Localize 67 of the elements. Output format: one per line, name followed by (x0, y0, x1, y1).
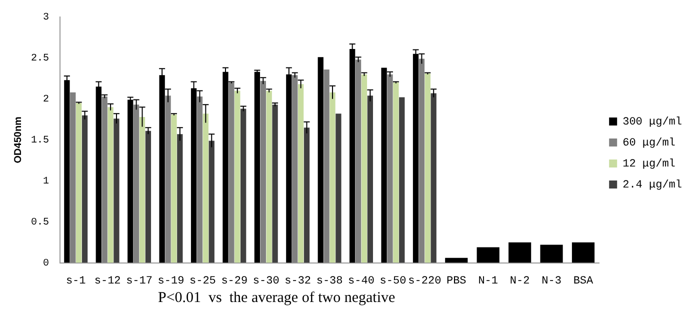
x-tick-label: s-25 (190, 275, 216, 288)
legend-label: 2.4 μg/ml (622, 179, 682, 192)
bar (393, 82, 399, 263)
bar (355, 60, 362, 263)
legend-label: 12 μg/ml (622, 158, 676, 170)
x-tick-label: s-220 (408, 275, 442, 288)
y-tick-label: 0 (42, 258, 50, 270)
bar (430, 93, 436, 263)
x-tick-label: s-50 (380, 275, 406, 288)
y-tick-label: 0.5 (30, 217, 50, 228)
bar (76, 103, 82, 263)
legend-label: 300 μg/ml (622, 116, 682, 128)
bar (102, 96, 108, 263)
x-tick-label: N-1 (478, 275, 498, 288)
x-tick-label: s-29 (221, 275, 248, 288)
bar (208, 140, 214, 263)
x-tick-label: N-3 (542, 275, 562, 288)
y-tick-label: 1 (42, 176, 50, 188)
bar (139, 116, 146, 263)
x-tick-label: PBS (446, 275, 467, 288)
bar (361, 74, 368, 263)
bar (260, 80, 266, 263)
x-tick-label: s-32 (284, 275, 312, 288)
y-tick-label: 2 (42, 94, 50, 106)
bar (108, 107, 114, 263)
x-tick-label: N-2 (510, 275, 530, 288)
bar (304, 128, 310, 263)
bar (418, 58, 425, 263)
text: P<0.01 vs the average of two negative (157, 290, 396, 307)
y-tick-label: 2.5 (30, 54, 50, 65)
bar (272, 104, 278, 263)
bar (399, 97, 405, 263)
x-tick-label: s-38 (316, 275, 343, 288)
x-tick-label: BSA (573, 275, 594, 288)
x-tick-label: s-19 (158, 275, 184, 288)
legend-label: 60 μg/ml (622, 137, 676, 150)
y-tick-label: 1.5 (30, 136, 50, 147)
bar (324, 69, 330, 263)
bar (114, 118, 120, 263)
bar (240, 108, 246, 263)
x-tick-label: s-30 (252, 275, 280, 288)
bar (330, 92, 336, 263)
bar (196, 96, 203, 263)
bar (82, 115, 88, 263)
x-tick-label: s-1 (66, 275, 86, 288)
bar (171, 114, 177, 263)
x-tick-label: s-40 (348, 275, 374, 288)
bar (165, 96, 171, 263)
bar (424, 74, 430, 263)
x-tick-label: s-17 (126, 275, 152, 288)
bar (228, 82, 234, 263)
bar (298, 84, 304, 263)
bar (367, 96, 373, 263)
bar (318, 57, 324, 263)
bar (133, 104, 140, 263)
x-tick-label: s-12 (94, 275, 121, 288)
bar (292, 75, 298, 263)
bar (70, 92, 76, 263)
bar (145, 130, 152, 263)
bar (234, 90, 240, 263)
bar (177, 134, 183, 263)
y-axis-title: OD450nm (12, 116, 24, 164)
bar (336, 114, 342, 263)
bar (387, 74, 393, 263)
bar (266, 90, 272, 263)
y-tick-label: 3 (42, 12, 50, 24)
bar (202, 114, 208, 263)
